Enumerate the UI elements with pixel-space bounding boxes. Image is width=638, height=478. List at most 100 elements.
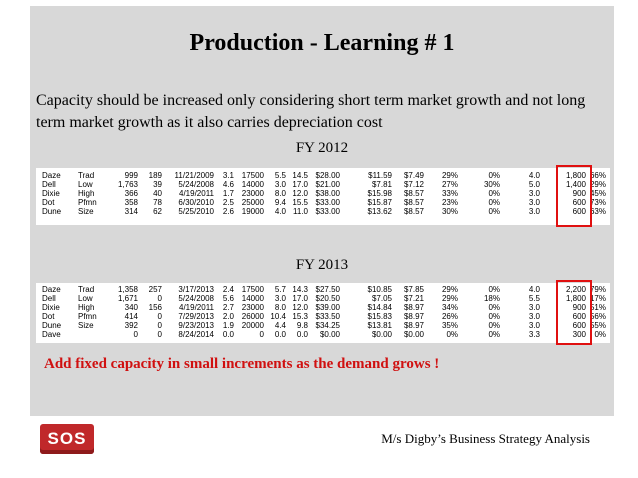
fy2012-capacity-highlight	[556, 165, 592, 227]
table-cell: 8.0	[274, 189, 286, 198]
table-cell: 26000	[241, 312, 264, 321]
table-cell: 14000	[241, 294, 264, 303]
table-cell: 0	[259, 330, 264, 339]
table-cell: $0.00	[403, 330, 424, 339]
table-cell: 0%	[488, 303, 500, 312]
table-row: Daze Trad 999 189 11/21/2009 3.1 17500 5.5 14.5 $…	[36, 171, 610, 180]
table-cell: $33.00	[315, 198, 340, 207]
table-cell: 73%	[589, 198, 606, 207]
table-cell: $7.85	[403, 285, 424, 294]
table-cell: $14.84	[367, 303, 392, 312]
table-cell: 600	[572, 198, 586, 207]
table-cell: 0	[133, 330, 138, 339]
table-cell: High	[78, 303, 95, 312]
table-cell: 8/24/2014	[178, 330, 214, 339]
table-cell: 17.0	[292, 180, 308, 189]
table-cell: 12.0	[292, 303, 308, 312]
table-cell: 30%	[441, 207, 458, 216]
table-cell: $8.57	[403, 207, 424, 216]
table-cell: 9/23/2013	[178, 321, 214, 330]
table-cell: 11.0	[293, 207, 308, 216]
table-cell: 0	[157, 330, 162, 339]
table-cell: 62	[153, 207, 162, 216]
table-cell: 11/21/2009	[174, 171, 214, 180]
table-cell: $34.25	[315, 321, 340, 330]
table-cell: Dave	[42, 330, 61, 339]
table-cell: 14.5	[292, 171, 308, 180]
table-row: Dave 0 0 8/24/2014 0.0 0 0.0 0.0 $0.00 $0.00 $0.00…	[36, 330, 610, 339]
table-cell: 0%	[488, 285, 500, 294]
table-cell: $38.00	[315, 189, 340, 198]
table-cell: 0%	[488, 330, 500, 339]
table-cell: $39.00	[315, 303, 340, 312]
table-cell: 0%	[488, 312, 500, 321]
table-cell: 26%	[441, 312, 458, 321]
body-text: Capacity should be increased only consid…	[36, 92, 586, 131]
table-cell: $28.00	[315, 171, 340, 180]
table-cell: 3.0	[274, 294, 286, 303]
table-cell: 2.5	[222, 198, 234, 207]
table-cell: 14.3	[292, 285, 308, 294]
table-row: Dot Pfmn 358 78 6/30/2010 2.5 25000 9.4 15.5 $33.…	[36, 198, 610, 207]
table-cell: 17500	[241, 171, 264, 180]
footer-text: M/s Digby’s Business Strategy Analysis	[381, 431, 590, 446]
table-cell: 45%	[589, 189, 606, 198]
table-cell: 3.3	[528, 330, 540, 339]
fy2013-capacity-highlight	[556, 280, 592, 345]
table-cell: 14000	[241, 180, 264, 189]
footer: SOS M/s Digby’s Business Strategy Analys…	[30, 418, 614, 468]
table-cell: 1,400	[565, 180, 586, 189]
table-cell: 39	[153, 180, 162, 189]
table-cell: 5/24/2008	[178, 180, 214, 189]
table-cell: Dune	[42, 321, 62, 330]
table-cell: 0%	[488, 171, 500, 180]
table-cell: 3.0	[528, 198, 540, 207]
table-cell: 2.4	[222, 285, 234, 294]
table-cell: $0.00	[371, 330, 392, 339]
table-cell: Size	[78, 207, 94, 216]
table-cell: 25000	[241, 198, 264, 207]
table-cell: 0%	[488, 198, 500, 207]
table-cell: 9.8	[296, 321, 308, 330]
table-row: Dell Low 1,671 0 5/24/2008 5.6 14000 3.0 17.0 $20…	[36, 294, 610, 303]
table-cell: Size	[78, 321, 94, 330]
table-cell: 300	[572, 330, 586, 339]
table-cell: 27%	[441, 180, 458, 189]
table-cell: 1,800	[565, 294, 586, 303]
table-cell: Dot	[42, 312, 55, 321]
table-cell: 5.5	[528, 294, 540, 303]
table-row: Dixie High 366 40 4/19/2011 1.7 23000 8.0 12.0 $3…	[36, 189, 610, 198]
table-cell: 66%	[589, 171, 606, 180]
table-cell: $8.97	[403, 321, 424, 330]
table-cell: Pfmn	[78, 312, 97, 321]
table-cell: Daze	[42, 285, 61, 294]
table-cell: $33.00	[315, 207, 340, 216]
table-cell: 189	[148, 171, 162, 180]
table-cell: 23000	[241, 303, 264, 312]
table-cell: 78	[153, 198, 162, 207]
table-cell: 63%	[589, 207, 606, 216]
sos-logo: SOS	[40, 424, 94, 454]
table-cell: $7.49	[403, 171, 424, 180]
table-cell: 0.0	[274, 330, 286, 339]
table-cell: 5.5	[274, 171, 286, 180]
fy2012-label: FY 2012	[295, 140, 349, 156]
table-cell: $10.85	[367, 285, 392, 294]
table-cell: 0%	[488, 207, 500, 216]
table-cell: 600	[572, 312, 586, 321]
table-row: Dune Size 392 0 9/23/2013 1.9 20000 4.4 9.8 $34.2…	[36, 321, 610, 330]
table-cell: 12.0	[292, 189, 308, 198]
table-cell: 34%	[441, 303, 458, 312]
table-cell: 3.0	[528, 303, 540, 312]
table-cell: $15.87	[367, 198, 392, 207]
table-cell: 19000	[241, 207, 264, 216]
table-cell: 20000	[241, 321, 264, 330]
table-cell: 156	[148, 303, 162, 312]
table-cell: $8.57	[403, 198, 424, 207]
table-cell: 392	[124, 321, 138, 330]
table-cell: 0%	[488, 321, 500, 330]
table-cell: 900	[572, 189, 586, 198]
table-cell: 40	[153, 189, 162, 198]
table-cell: High	[78, 189, 95, 198]
